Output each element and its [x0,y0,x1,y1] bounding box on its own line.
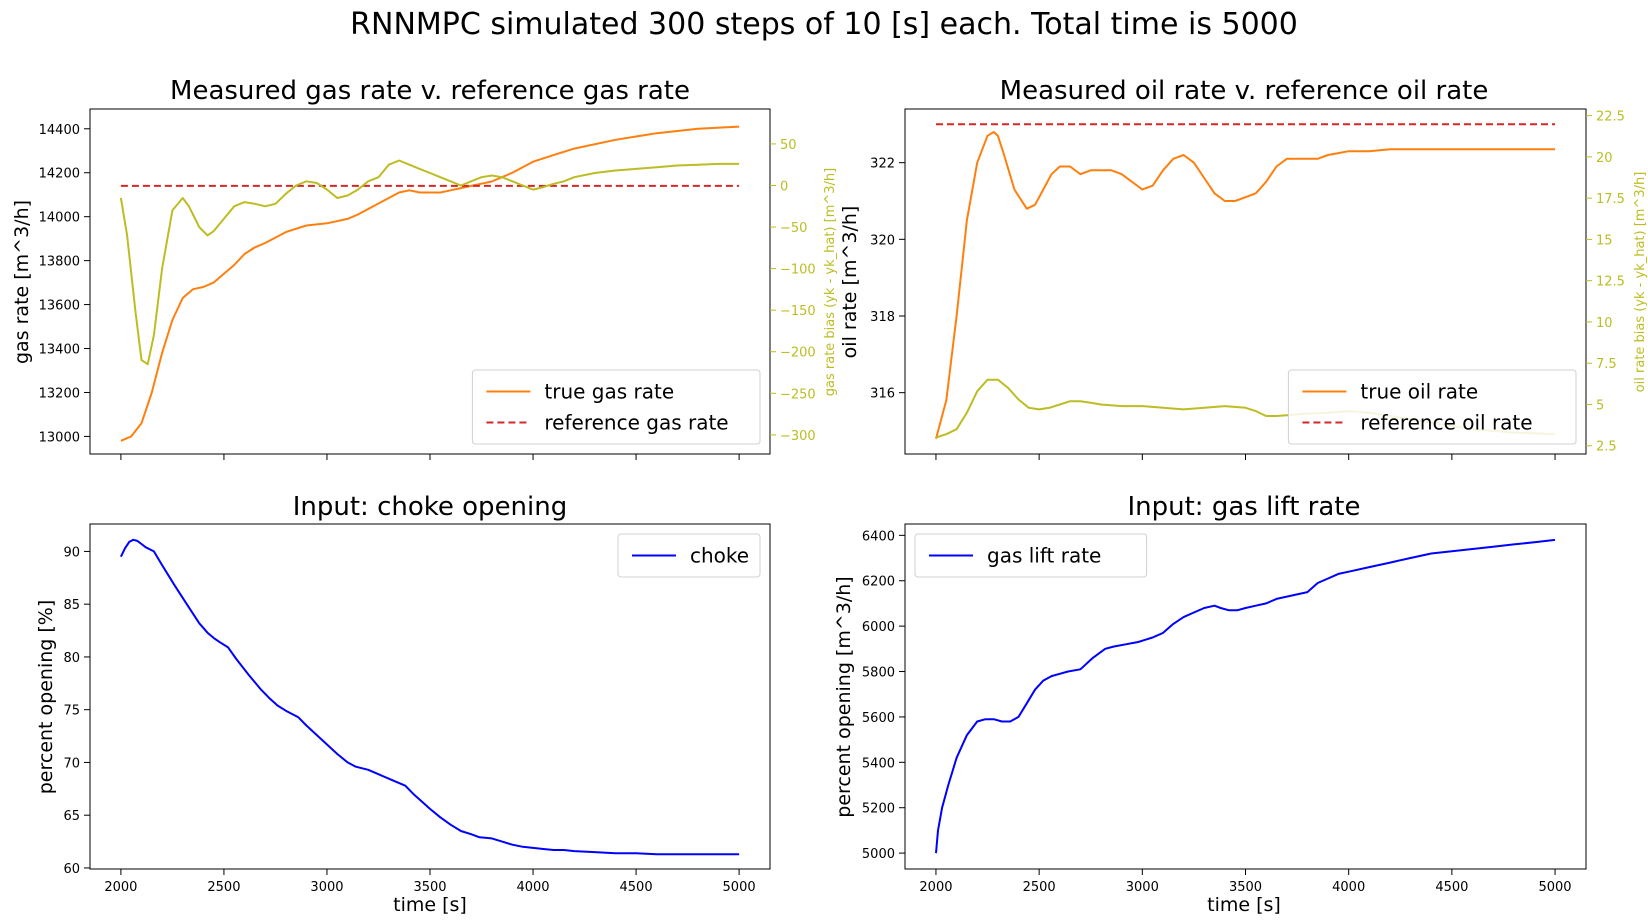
oil-ylabel: oil rate [m^3/h] [839,206,861,359]
choke-ytick-label-6: 90 [63,545,80,560]
gas-legend-label-0: true gas rate [544,380,674,404]
gaslift-ytick-label-1: 5200 [862,802,895,817]
choke-xtick-label-3: 3500 [413,880,446,895]
gas-y2tick-label-1: −250 [780,387,816,402]
gas-ytick-label-3: 13600 [39,299,80,314]
gas-legend-box [471,369,761,445]
gaslift-legend-box [914,533,1148,578]
gas-y2tick-label-2: −200 [780,346,816,361]
gaslift-legend-label-0: gas lift rate [987,544,1101,568]
oil-ytick-label-3: 322 [870,157,895,172]
choke-xtick-label-0: 2000 [104,880,137,895]
oil-legend-box [1287,369,1577,445]
choke-xlabel: time [s] [393,894,467,916]
choke-ytick-label-2: 70 [63,756,80,771]
choke-opening-panel: Input: choke opening percent opening [%]… [35,492,771,916]
gaslift-xtick-label-6: 5000 [1538,880,1571,895]
choke-ytick-label-1: 65 [63,809,80,824]
gas-ytick-label-4: 13800 [39,255,80,270]
oil-ytick-label-1: 318 [870,310,895,325]
gas-rate-panel: Measured gas rate v. reference gas rate … [11,76,838,460]
oil-legend: true oil rate reference oil rate [1287,369,1577,445]
oil-y2tick-label-0: 2.5 [1596,440,1617,455]
gaslift-xtick-label-3: 3500 [1229,880,1262,895]
gas-series-2-line [119,159,740,366]
oil-y2tick-label-1: 5 [1596,398,1604,413]
oil-ytick-label-2: 320 [870,233,895,248]
gaslift-xlabel: time [s] [1207,894,1281,916]
gaslift-xtick-label-5: 4500 [1435,880,1468,895]
choke-xtick-label-6: 5000 [723,880,756,895]
oil-legend-label-0: true oil rate [1360,380,1478,404]
gaslift-legend: gas lift rate [914,533,1148,578]
gas-y2tick-label-6: 0 [780,179,788,194]
gaslift-ytick-label-6: 6200 [862,575,895,590]
gaslift-ytick-label-2: 5400 [862,756,895,771]
gas-y2tick-label-3: −150 [780,304,816,319]
gas-y2tick-label-5: −50 [780,221,807,236]
oil-y2tick-label-6: 17.5 [1596,192,1625,207]
choke-xtick-label-1: 2500 [207,880,240,895]
gas-lift-rate-panel: Input: gas lift rate percent opening [m^… [833,492,1587,916]
gas-panel-title: Measured gas rate v. reference gas rate [170,76,690,106]
gas-ytick-label-0: 13000 [39,430,80,445]
oil-panel-title: Measured oil rate v. reference oil rate [1000,76,1489,106]
gaslift-ytick-label-7: 6400 [862,529,895,544]
gaslift-series-0-line [935,538,1556,854]
choke-series-0-line [120,538,740,856]
gaslift-xtick-label-1: 2500 [1023,880,1056,895]
gaslift-ytick-label-3: 5600 [862,711,895,726]
oil-y2label: oil rate bias (yk - yk_hat) [m^3/h] [1633,172,1648,393]
choke-ylabel: percent opening [%] [35,600,57,795]
gaslift-xtick-label-2: 3000 [1126,880,1159,895]
choke-xtick-label-2: 3000 [310,880,343,895]
gaslift-xtick-label-0: 2000 [919,880,952,895]
oil-y2tick-label-8: 22.5 [1596,110,1625,125]
choke-legend-box [617,533,761,578]
gaslift-ytick-label-0: 5000 [862,847,895,862]
figure-suptitle: RNNMPC simulated 300 steps of 10 [s] eac… [350,7,1298,42]
choke-ytick-label-3: 75 [63,704,80,719]
gas-ytick-label-6: 14200 [39,167,80,182]
oil-legend-label-1: reference oil rate [1360,411,1532,435]
oil-y2tick-label-3: 10 [1596,316,1613,331]
gas-y2tick-label-0: −300 [780,429,816,444]
gas-ytick-label-1: 13200 [39,386,80,401]
gaslift-ytick-label-5: 6000 [862,620,895,635]
gas-ytick-label-2: 13400 [39,343,80,358]
oil-y2tick-label-7: 20 [1596,151,1613,166]
choke-legend: choke [617,533,761,578]
gas-series-0-line [120,125,740,442]
oil-y2tick-label-5: 15 [1596,233,1613,248]
gas-ylabel: gas rate [m^3/h] [11,200,33,364]
gas-y2tick-label-4: −100 [780,263,816,278]
oil-y2tick-label-2: 7.5 [1596,357,1617,372]
choke-ytick-label-4: 80 [63,651,80,666]
gas-ytick-label-7: 14400 [39,123,80,138]
choke-xtick-label-4: 4000 [516,880,549,895]
gaslift-ytick-label-4: 5800 [862,666,895,681]
gas-legend-label-1: reference gas rate [544,411,728,435]
oil-ytick-label-0: 316 [870,387,895,402]
gaslift-ylabel: percent opening [m^3/h] [833,576,855,817]
oil-series-0-line [935,131,1555,439]
choke-ytick-label-0: 60 [63,862,80,877]
oil-rate-panel: Measured oil rate v. reference oil rate … [839,76,1648,460]
gas-y2label: gas rate bias (yk - yk_hat) [m^3/h] [823,168,838,396]
gaslift-xtick-label-4: 4000 [1332,880,1365,895]
choke-legend-label-0: choke [690,544,749,568]
gas-ytick-label-5: 14000 [39,211,80,226]
choke-xtick-label-5: 4500 [620,880,653,895]
choke-panel-title: Input: choke opening [293,492,568,522]
gaslift-panel-title: Input: gas lift rate [1127,492,1360,522]
gas-legend: true gas rate reference gas rate [471,369,761,445]
choke-ytick-label-5: 85 [63,598,80,613]
oil-y2tick-label-4: 12.5 [1596,275,1625,290]
gas-y2tick-label-7: 50 [780,138,797,153]
